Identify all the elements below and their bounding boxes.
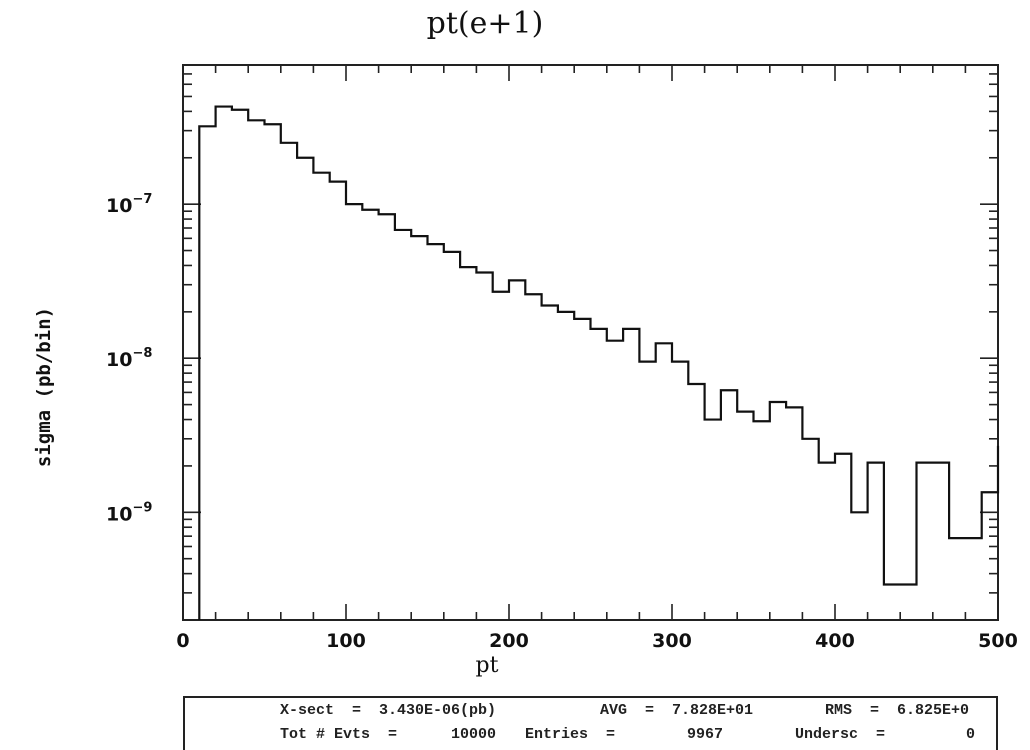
- y-tick-label: 10−9: [106, 500, 152, 525]
- entries-value: Entries = 9967: [525, 726, 724, 743]
- y-tick-labels: 10−7 10−8 10−9: [106, 192, 152, 525]
- y-tick-label: 10−8: [106, 346, 152, 371]
- x-axis-label: pt: [476, 653, 499, 678]
- x-tick-label: 300: [652, 630, 692, 652]
- x-tick-label: 100: [326, 630, 366, 652]
- x-tick-label: 500: [978, 630, 1018, 652]
- x-tick-label: 200: [489, 630, 529, 652]
- stats-box: X-sect = 3.430E-06(pb) AVG = 7.828E+01 R…: [183, 696, 998, 750]
- x-tick-label: 400: [815, 630, 855, 652]
- histogram-line: [198, 105, 1000, 620]
- xsect-value: X-sect = 3.430E-06(pb): [280, 702, 497, 719]
- undersc-value: Undersc = 0: [795, 726, 976, 743]
- tot-evts-value: Tot # Evts = 10000: [280, 726, 497, 743]
- rms-value: RMS = 6.825E+0: [825, 702, 970, 719]
- y-tick-label: 10−7: [106, 192, 152, 217]
- stats-row-2: Tot # Evts = 10000 Entries = 9967 Unders…: [185, 726, 996, 748]
- x-tick-label: 0: [176, 630, 189, 652]
- avg-value: AVG = 7.828E+01: [600, 702, 754, 719]
- stats-row-1: X-sect = 3.430E-06(pb) AVG = 7.828E+01 R…: [185, 702, 996, 724]
- axis-ticks: [182, 64, 999, 621]
- chart-title: pt(e+1): [426, 6, 544, 41]
- histogram-chart: 0 100 200 300 400 500 10−7 10−8 10−9 pt: [106, 64, 1018, 678]
- x-tick-labels: 0 100 200 300 400 500: [176, 630, 1017, 652]
- plot-frame: [182, 64, 999, 621]
